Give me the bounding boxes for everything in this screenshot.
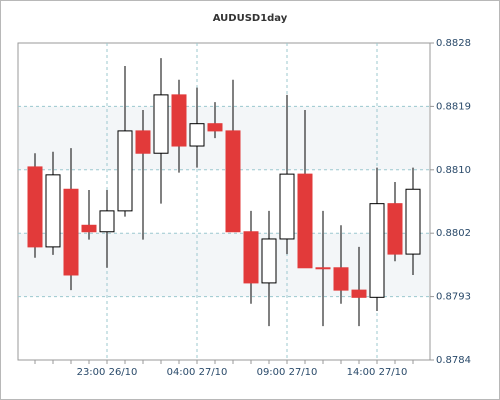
- y-tick-label: 0.8810: [436, 165, 471, 176]
- x-tick-label: 09:00 27/10: [257, 367, 318, 378]
- candle-body: [171, 94, 187, 147]
- x-tick-label: 04:00 27/10: [167, 367, 228, 378]
- candle-body: [297, 173, 313, 269]
- candle-body: [81, 224, 97, 233]
- plot-area: [17, 42, 431, 361]
- candle-body: [63, 188, 79, 276]
- candle-body: [189, 123, 205, 147]
- candle-body: [27, 166, 43, 248]
- y-tick-label: 0.8828: [436, 38, 471, 49]
- candle-body: [45, 174, 61, 248]
- band: [19, 233, 429, 297]
- y-tick-label: 0.8784: [436, 355, 471, 366]
- candle-body: [99, 210, 115, 233]
- candle-body: [261, 238, 277, 284]
- candle-body: [225, 130, 241, 233]
- candle-body: [135, 130, 151, 154]
- x-tick-label: 14:00 27/10: [347, 367, 408, 378]
- x-tick-label: 23:00 26/10: [77, 367, 138, 378]
- candle-body: [351, 289, 367, 298]
- candle-body: [153, 94, 169, 154]
- candle-body: [279, 173, 295, 240]
- candle-body: [369, 203, 385, 298]
- candle-body: [117, 130, 133, 212]
- y-tick-label: 0.8793: [436, 292, 471, 303]
- candle-body: [315, 267, 331, 270]
- chart-title: AUDUSD1day: [213, 13, 288, 24]
- candle-body: [243, 231, 259, 284]
- candle-body: [387, 203, 403, 255]
- candle-body: [333, 267, 349, 291]
- candle-body: [207, 123, 223, 132]
- band: [19, 106, 429, 170]
- candle-body: [405, 188, 421, 255]
- y-tick-label: 0.8802: [436, 228, 471, 239]
- y-tick-label: 0.8819: [436, 101, 471, 112]
